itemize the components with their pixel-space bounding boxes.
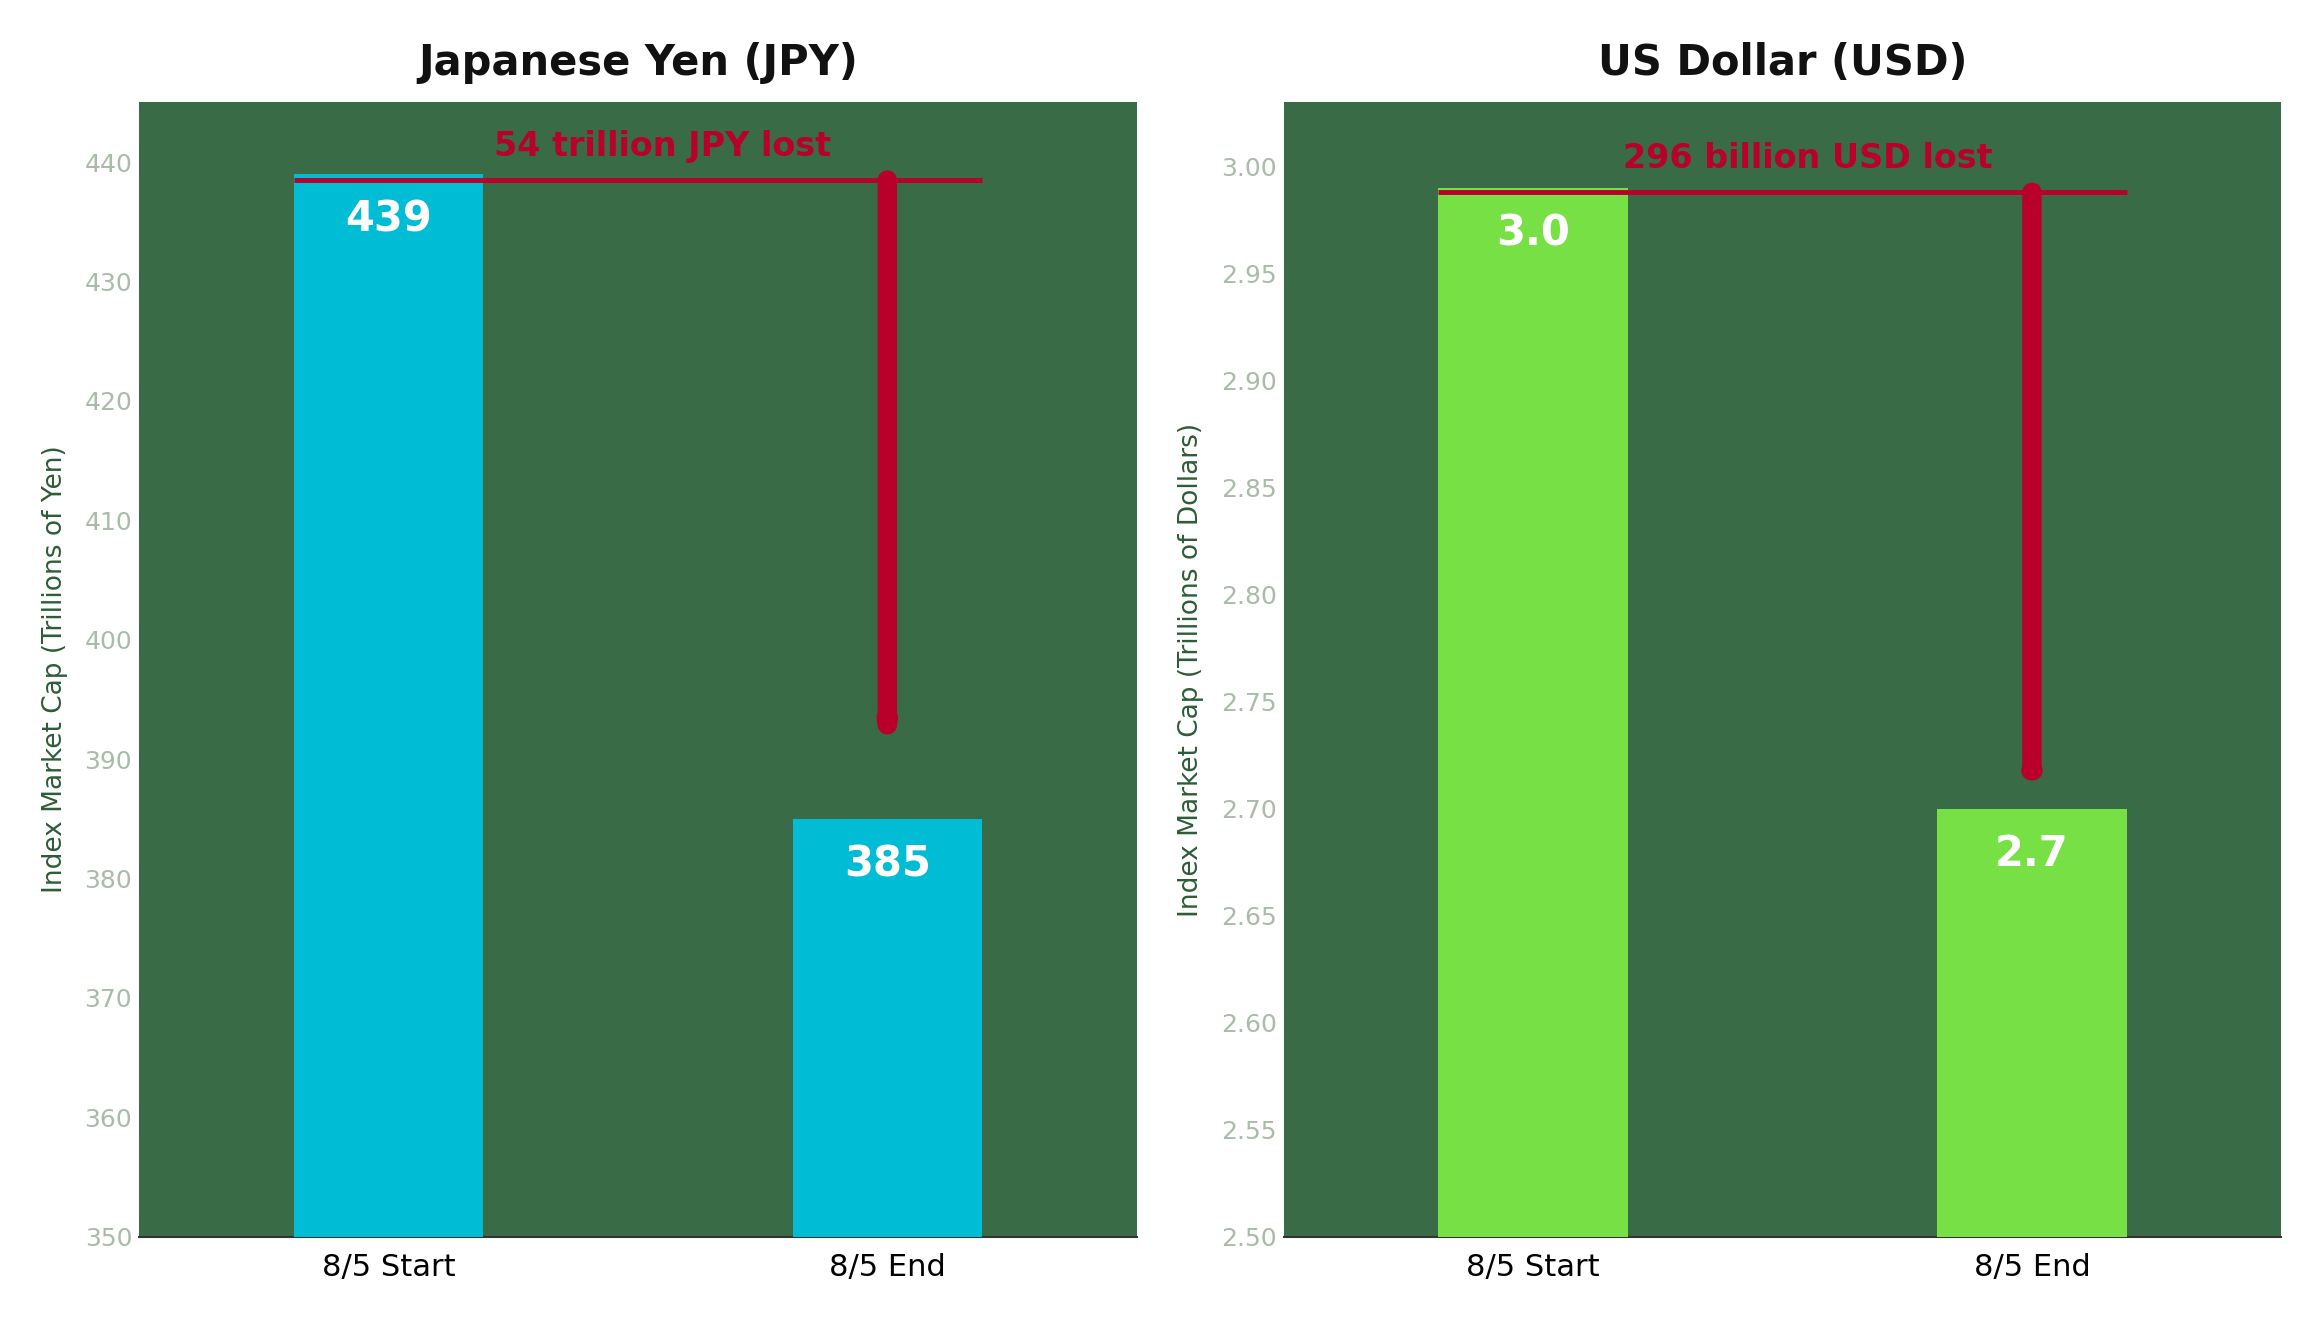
Text: 385: 385 (843, 843, 932, 886)
Title: US Dollar (USD): US Dollar (USD) (1598, 41, 1968, 83)
Text: 54 trillion JPY lost: 54 trillion JPY lost (495, 130, 832, 163)
Title: Japanese Yen (JPY): Japanese Yen (JPY) (418, 41, 857, 83)
Y-axis label: Index Market Cap (Trillions of Dollars): Index Market Cap (Trillions of Dollars) (1178, 422, 1203, 916)
Bar (792, 818, 983, 1237)
Text: 439: 439 (346, 199, 432, 241)
Text: 296 billion USD lost: 296 billion USD lost (1624, 142, 1993, 175)
Bar (1937, 809, 2128, 1237)
Bar (293, 173, 483, 1237)
Bar (1438, 188, 1628, 1237)
Text: 2.7: 2.7 (1995, 833, 2070, 875)
Text: 3.0: 3.0 (1496, 212, 1570, 254)
Y-axis label: Index Market Cap (Trillions of Yen): Index Market Cap (Trillions of Yen) (42, 446, 67, 894)
